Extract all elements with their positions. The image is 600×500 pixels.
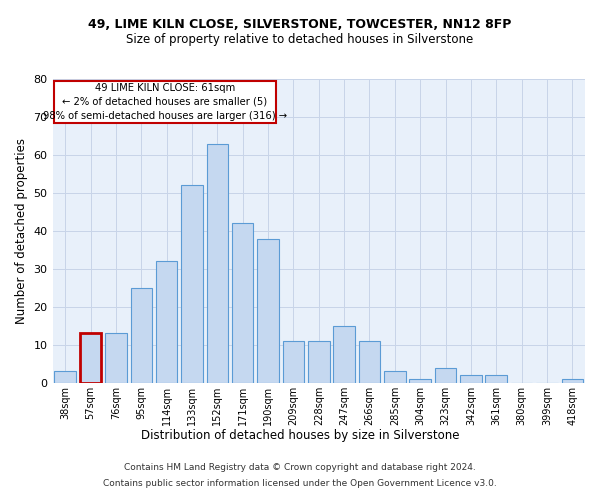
Bar [232,224,253,383]
Text: Distribution of detached houses by size in Silverstone: Distribution of detached houses by size … [141,430,459,442]
Bar [105,334,127,383]
Bar [181,186,203,383]
Text: Contains public sector information licensed under the Open Government Licence v3: Contains public sector information licen… [103,478,497,488]
Bar [334,326,355,383]
Bar [409,379,431,383]
Text: Size of property relative to detached houses in Silverstone: Size of property relative to detached ho… [127,32,473,46]
Bar [206,144,228,383]
Bar [257,238,279,383]
Y-axis label: Number of detached properties: Number of detached properties [15,138,28,324]
Bar [359,341,380,383]
Bar [384,372,406,383]
Bar [156,262,178,383]
Bar [54,81,275,122]
Bar [562,379,583,383]
Text: Contains HM Land Registry data © Crown copyright and database right 2024.: Contains HM Land Registry data © Crown c… [124,464,476,472]
Bar [283,341,304,383]
Bar [55,372,76,383]
Bar [308,341,329,383]
Bar [131,288,152,383]
Bar [80,334,101,383]
Bar [485,376,507,383]
Bar [435,368,457,383]
Bar [460,376,482,383]
Text: 49 LIME KILN CLOSE: 61sqm
← 2% of detached houses are smaller (5)
98% of semi-de: 49 LIME KILN CLOSE: 61sqm ← 2% of detach… [43,83,287,121]
Text: 49, LIME KILN CLOSE, SILVERSTONE, TOWCESTER, NN12 8FP: 49, LIME KILN CLOSE, SILVERSTONE, TOWCES… [88,18,512,30]
